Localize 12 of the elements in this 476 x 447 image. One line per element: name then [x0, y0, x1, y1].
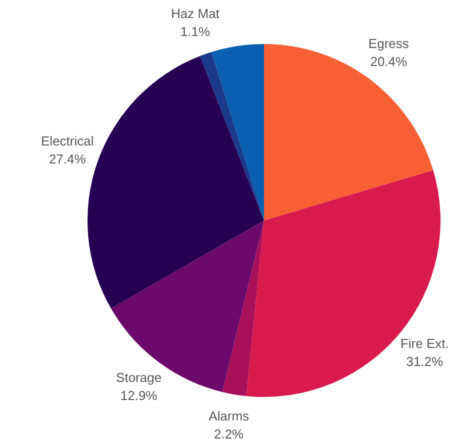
- slice-label: Alarms: [208, 408, 250, 424]
- data-label: 2.2%: [214, 426, 244, 442]
- data-label: 20.4%: [370, 54, 408, 69]
- slice-label: Fire Ext.: [400, 336, 449, 351]
- slice-label: Storage: [116, 370, 162, 385]
- slice-label: Egress: [368, 36, 410, 51]
- data-label: 1.1%: [180, 24, 210, 40]
- slice-label: Electrical: [41, 134, 94, 149]
- data-label: 27.4%: [48, 152, 86, 167]
- data-label: 12.9%: [120, 388, 158, 403]
- slice-label: Haz Mat: [171, 6, 220, 22]
- data-label: 31.2%: [406, 354, 444, 369]
